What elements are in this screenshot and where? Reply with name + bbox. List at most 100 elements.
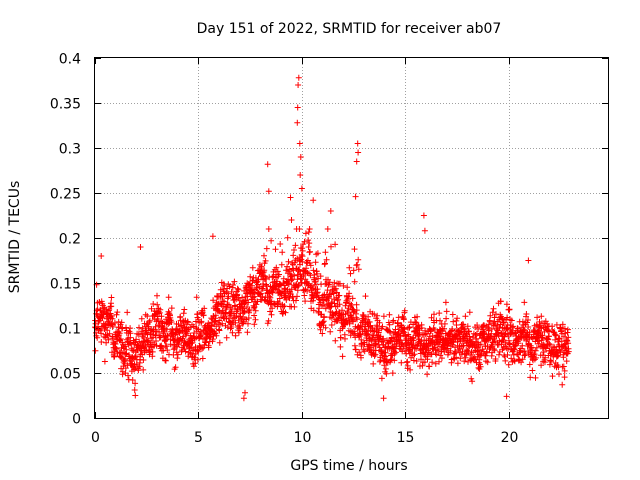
data-point [438, 355, 445, 362]
data-point [306, 249, 313, 256]
data-point [213, 323, 220, 330]
data-point [503, 301, 510, 308]
data-point [477, 363, 484, 370]
data-point [226, 283, 233, 290]
data-point [354, 140, 361, 147]
data-point [420, 212, 427, 219]
data-point [221, 282, 228, 289]
data-point [108, 303, 115, 310]
data-point [532, 347, 539, 354]
data-point [224, 301, 231, 308]
data-point [492, 356, 499, 362]
data-point [280, 275, 287, 282]
data-point [277, 241, 284, 247]
data-point [263, 245, 270, 252]
data-point [306, 240, 313, 247]
data-point [474, 322, 481, 329]
data-point [234, 285, 241, 292]
data-point [310, 197, 317, 204]
data-point [168, 319, 175, 325]
data-point [237, 297, 244, 304]
data-point [295, 283, 302, 289]
data-point [411, 351, 418, 358]
y-tick-label: 0.05 [50, 367, 81, 383]
data-point [340, 317, 347, 323]
data-point [105, 336, 112, 343]
data-point [365, 313, 372, 320]
data-point [230, 282, 236, 288]
data-point [563, 358, 570, 365]
data-point [297, 154, 304, 160]
data-point [154, 292, 160, 299]
data-point [500, 320, 507, 326]
data-point [295, 82, 302, 88]
data-point [223, 334, 230, 341]
data-point [147, 348, 154, 355]
data-point [158, 313, 165, 320]
data-point [529, 347, 535, 354]
data-point [310, 297, 316, 304]
data-point [564, 326, 571, 333]
data-point [493, 311, 499, 318]
data-point [310, 307, 317, 314]
data-point [198, 318, 205, 325]
data-point [174, 351, 181, 358]
data-point [253, 284, 260, 291]
data-point [205, 344, 212, 351]
data-point [441, 320, 448, 327]
data-point [559, 381, 566, 388]
data-point [506, 306, 513, 313]
data-point [294, 293, 300, 300]
data-point [245, 320, 251, 327]
data-point [358, 354, 364, 361]
data-point [555, 336, 562, 342]
data-point [108, 313, 115, 319]
data-point [296, 226, 303, 232]
data-point [490, 305, 497, 312]
data-point [251, 321, 258, 328]
data-point [249, 264, 256, 271]
data-point [346, 320, 353, 327]
data-point [257, 290, 264, 297]
data-point [433, 351, 440, 358]
data-point [94, 334, 101, 341]
data-point [443, 315, 450, 322]
data-point [503, 393, 510, 400]
data-point [496, 351, 502, 358]
data-point [543, 345, 549, 352]
data-point [556, 347, 563, 354]
data-points [92, 74, 572, 402]
data-point [172, 364, 179, 371]
data-point [123, 324, 129, 331]
data-point [219, 320, 226, 327]
data-point [122, 356, 128, 363]
data-point [531, 351, 538, 358]
data-point [364, 330, 371, 337]
data-point [342, 335, 348, 342]
data-point [403, 359, 410, 366]
data-point [136, 324, 142, 331]
data-point [274, 278, 281, 285]
data-point [265, 317, 272, 324]
data-point [116, 330, 123, 337]
data-point [199, 309, 206, 316]
data-point [264, 161, 271, 168]
data-point [199, 345, 205, 352]
data-point [357, 331, 364, 338]
data-point [460, 321, 467, 328]
data-point [212, 312, 219, 319]
data-point [380, 335, 387, 342]
data-point [236, 322, 243, 329]
data-point [130, 347, 137, 354]
data-point [98, 339, 105, 345]
data-point [442, 299, 449, 306]
data-point [132, 380, 139, 387]
data-point [289, 276, 296, 283]
data-point [281, 303, 288, 310]
data-point [310, 267, 317, 274]
data-point [198, 332, 204, 338]
data-point [424, 371, 431, 378]
data-point [242, 389, 248, 396]
data-point [267, 308, 274, 315]
data-point [449, 311, 456, 318]
